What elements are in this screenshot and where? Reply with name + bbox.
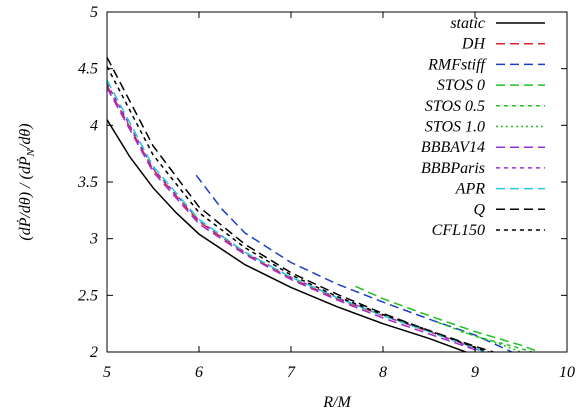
series-line-rmfstiff — [195, 174, 513, 352]
legend-label: CFL150 — [432, 222, 485, 239]
series-line-stos-0-5 — [437, 321, 533, 352]
legend-label: APR — [455, 181, 486, 198]
y-tick-label: 2.5 — [78, 287, 98, 304]
series-line-static — [107, 119, 467, 352]
legend-label: STOS 1.0 — [425, 119, 485, 136]
y-tick-label: 3.5 — [77, 174, 98, 191]
series-line-stos-0 — [355, 285, 540, 352]
y-tick-label: 5 — [90, 4, 98, 21]
y-tick-label: 4 — [90, 117, 98, 134]
x-tick-label: 10 — [559, 364, 575, 381]
x-axis-label: R/M — [322, 394, 352, 411]
legend: static DH RMFstiff STOS 0 STOS 0.5 STOS 1.0 BB… — [421, 15, 545, 239]
y-axis-label: (dṖ/dθ) / (dṖN/dθ) — [16, 123, 37, 240]
series-group — [107, 56, 540, 352]
x-tick-label: 6 — [195, 364, 203, 381]
x-tick-label: 9 — [471, 364, 479, 381]
series-line-stos-1-0 — [460, 330, 522, 352]
y-tick-label: 2 — [90, 344, 98, 361]
legend-label: RMFstiff — [427, 56, 487, 73]
x-tick-label: 7 — [287, 364, 296, 381]
legend-label: STOS 0 — [437, 77, 485, 94]
series-line-dh — [107, 85, 485, 352]
legend-label: BBBParis — [421, 160, 485, 177]
legend-label: static — [450, 15, 485, 32]
series-line-bbbav14 — [107, 87, 480, 352]
legend-label: Q — [473, 201, 485, 218]
y-tick-label: 4.5 — [78, 61, 98, 78]
x-tick-label: 8 — [379, 364, 387, 381]
x-tick-label: 5 — [103, 364, 111, 381]
plot-frame — [106, 11, 568, 353]
legend-label: DH — [461, 36, 487, 53]
legend-label: STOS 0.5 — [425, 98, 485, 115]
legend-label: BBBAV14 — [421, 139, 485, 156]
ticks-group: 5 6 7 8 9 10 2 2.5 3 3.5 4 4.5 5 — [77, 4, 575, 381]
series-line-cfl150 — [107, 66, 490, 352]
y-tick-label: 3 — [89, 231, 98, 248]
